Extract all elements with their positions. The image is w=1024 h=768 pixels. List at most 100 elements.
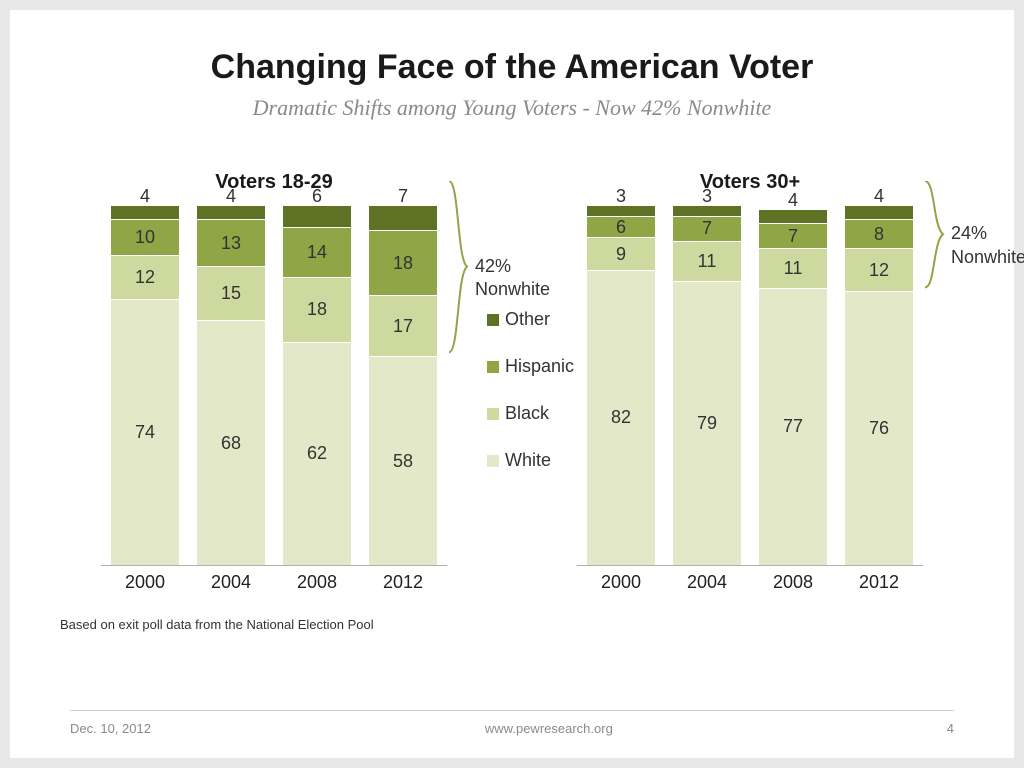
segment-black: 18 [283,277,351,342]
legend-item-black: Black [487,403,574,424]
segment-hispanic: 10 [111,219,179,255]
segment-other: 4 [845,205,913,219]
segment-white: 62 [283,342,351,565]
segment-value: 6 [616,217,626,238]
legend-item-hispanic: Hispanic [487,356,574,377]
segment-value: 18 [393,253,413,274]
bar: 761284 [845,205,913,565]
segment-white: 68 [197,320,265,565]
segment-hispanic: 18 [369,230,437,295]
segment-black: 12 [111,255,179,298]
bar-col: 68 15 13 4 [197,205,265,565]
segment-value: 17 [393,316,413,337]
segment-black: 15 [197,266,265,320]
legend-label: Black [505,403,549,424]
callout-label: Nonwhite [475,279,550,299]
segment-value: 68 [221,433,241,454]
segment-white: 58 [369,356,437,565]
bar-col: 58 17 18 7 [369,205,437,565]
segment-other: 3 [673,205,741,216]
segment-other: 3 [587,205,655,216]
legend-swatch [487,455,499,467]
x-label: 2012 [845,572,913,593]
bar-col: 7412104 [111,205,179,565]
chart-older: Voters 30+829637911737711747612842000200… [577,171,923,593]
bar-col: 761284 [845,205,913,565]
segment-value: 4 [874,186,884,207]
legend: Other Hispanic Black White [487,309,574,471]
segment-value: 7 [788,226,798,247]
legend-label: White [505,450,551,471]
source-note: Based on exit poll data from the Nationa… [60,617,964,632]
segment-value: 74 [135,422,155,443]
segment-hispanic: 6 [587,216,655,238]
x-axis: 2000 2004 2008 2012 [101,572,447,593]
x-label: 2008 [283,572,351,593]
segment-other: 6 [283,205,351,227]
segment-value: 8 [874,224,884,245]
bar-col: 62 18146 [283,205,351,565]
chart-young: Voters 18-297412104681513462181465817187… [101,171,447,593]
bar-col: 79 11 73 [673,205,741,565]
x-label: 2000 [111,572,179,593]
segment-value: 11 [698,251,717,272]
segment-other: 4 [197,205,265,219]
x-label: 2004 [673,572,741,593]
subtitle: Dramatic Shifts among Young Voters - Now… [60,95,964,121]
legend-swatch [487,408,499,420]
segment-other: 7 [369,205,437,230]
segment-value: 6 [312,186,322,207]
chart-title: Voters 18-29 [101,171,447,194]
footer-url: www.pewresearch.org [485,721,613,736]
x-label: 2000 [587,572,655,593]
segment-value: 82 [611,407,631,428]
segment-hispanic: 7 [759,223,827,248]
segment-white: 76 [845,291,913,565]
legend-label: Hispanic [505,356,574,377]
segment-value: 4 [788,190,798,211]
x-axis: 2000200420082012 [577,572,923,593]
legend-swatch [487,361,499,373]
segment-value: 15 [221,283,241,304]
segment-value: 9 [616,244,626,265]
slide: Changing Face of the American Voter Dram… [10,10,1014,758]
bar: 771174 [759,209,827,565]
segment-black: 17 [369,295,437,356]
segment-value: 58 [393,451,413,472]
segment-value: 7 [398,186,408,207]
segment-white: 74 [111,299,179,565]
segment-value: 3 [616,186,626,207]
segment-black: 11 [759,248,827,288]
bar: 7412104 [111,205,179,565]
charts-row: Voters 18-297412104681513462181465817187… [60,171,964,593]
segment-hispanic: 8 [845,219,913,248]
segment-hispanic: 13 [197,219,265,266]
bar: 68 15 13 4 [197,205,265,565]
segment-value: 62 [307,443,327,464]
callout-pct: 42% [475,256,511,276]
segment-value: 79 [697,413,717,434]
bar-col: 82 9 63 [587,205,655,565]
callout-label: Nonwhite [951,247,1024,267]
callout-pct: 24% [951,223,987,243]
bar-col: 771174 [759,209,827,565]
bar: 62 18146 [283,205,351,565]
segment-value: 10 [135,227,155,248]
segment-black: 9 [587,237,655,269]
segment-hispanic: 7 [673,216,741,241]
legend-item-white: White [487,450,574,471]
legend-item-other: Other [487,309,574,330]
segment-value: 3 [702,186,712,207]
segment-value: 13 [221,233,241,254]
segment-value: 4 [226,186,236,207]
footer-date: Dec. 10, 2012 [70,721,151,736]
segment-value: 4 [140,186,150,207]
callout-nonwhite: 24% Nonwhite [951,222,1024,269]
page-title: Changing Face of the American Voter [60,48,964,87]
x-label: 2012 [369,572,437,593]
bar: 79 11 73 [673,205,741,565]
segment-value: 77 [783,416,803,437]
segment-hispanic: 14 [283,227,351,277]
segment-white: 77 [759,288,827,565]
x-label: 2004 [197,572,265,593]
